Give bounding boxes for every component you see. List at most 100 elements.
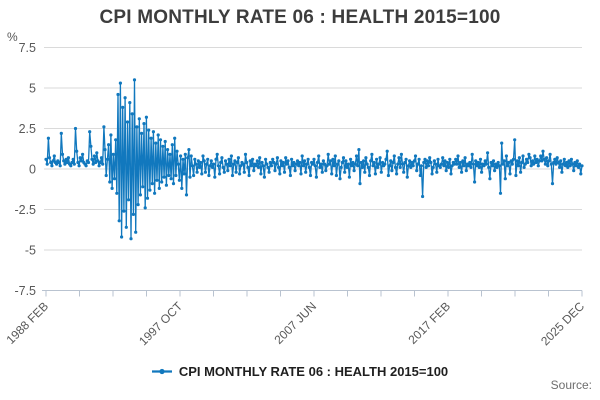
data-point-marker <box>192 173 196 178</box>
data-point-marker <box>256 165 261 169</box>
data-point-marker <box>566 165 570 169</box>
data-point-marker <box>341 156 346 160</box>
data-point-marker <box>496 160 500 165</box>
data-point-marker <box>514 173 518 178</box>
y-tick-label: 5 <box>29 82 36 96</box>
data-point-marker <box>332 164 336 168</box>
data-point-marker <box>186 156 190 160</box>
data-point-marker <box>378 156 382 160</box>
data-point-marker <box>545 156 549 160</box>
data-point-marker <box>84 164 88 168</box>
data-point-marker <box>333 154 337 158</box>
data-point-marker <box>44 157 48 161</box>
data-point-marker <box>223 159 228 163</box>
data-point-marker <box>533 154 537 158</box>
data-point-marker <box>94 160 98 165</box>
data-point-marker <box>89 144 93 148</box>
data-point-marker <box>287 165 291 169</box>
data-point-marker <box>530 159 535 163</box>
data-point-marker <box>339 165 343 169</box>
data-point-marker <box>389 159 393 163</box>
data-point-marker <box>534 160 538 165</box>
data-point-marker <box>478 157 483 161</box>
data-point-marker <box>234 170 238 174</box>
data-point-marker <box>160 180 164 184</box>
data-point-marker <box>509 159 513 163</box>
data-point-marker <box>354 154 359 158</box>
data-point-marker <box>468 160 472 165</box>
data-point-marker <box>284 156 288 160</box>
data-point-marker <box>502 159 506 163</box>
data-point-marker <box>402 170 406 174</box>
data-point-marker <box>467 164 471 168</box>
data-point-marker <box>416 162 420 166</box>
data-point-marker <box>556 160 561 165</box>
data-point-marker <box>286 159 290 163</box>
data-point-marker <box>383 162 387 166</box>
data-point-marker <box>245 160 249 165</box>
data-point-marker <box>529 164 533 168</box>
data-point-marker <box>197 165 202 169</box>
data-point-marker <box>242 170 246 174</box>
data-point-marker <box>216 164 220 168</box>
data-point-marker <box>424 165 428 169</box>
data-point-marker <box>490 164 494 168</box>
data-point-marker <box>460 170 464 174</box>
data-point-marker <box>290 157 294 161</box>
data-point-marker <box>226 169 230 173</box>
x-tick-label: 2025 DEC <box>538 299 587 348</box>
data-point-marker <box>483 159 487 163</box>
data-point-marker <box>506 164 510 168</box>
data-point-marker <box>55 162 59 166</box>
data-point-marker <box>392 154 396 158</box>
data-point-marker <box>356 164 360 168</box>
legend-item[interactable]: CPI MONTHLY RATE 06 : HEALTH 2015=100 <box>0 364 600 379</box>
data-point-marker <box>131 212 135 216</box>
data-point-marker <box>343 170 347 174</box>
data-point-marker <box>548 152 552 156</box>
data-point-marker <box>293 169 297 173</box>
data-point-marker <box>200 172 204 176</box>
data-point-marker <box>151 130 155 134</box>
data-point-marker <box>513 138 517 142</box>
data-point-marker <box>523 162 527 166</box>
data-point-marker <box>143 206 147 210</box>
data-point-marker <box>565 160 569 165</box>
data-point-marker <box>104 173 108 178</box>
data-point-marker <box>359 160 363 165</box>
data-point-marker <box>501 162 505 166</box>
data-point-marker <box>134 230 138 234</box>
data-point-marker <box>484 162 488 166</box>
data-point-marker <box>325 164 329 168</box>
data-point-marker <box>248 159 252 163</box>
data-point-marker <box>458 160 462 165</box>
data-point-marker <box>456 154 460 158</box>
data-point-marker <box>210 165 215 169</box>
data-point-marker <box>404 157 408 161</box>
data-point-marker <box>125 120 130 124</box>
data-point-marker <box>550 182 555 186</box>
y-tick-label: 7.5 <box>19 41 36 55</box>
data-point-marker <box>180 186 184 190</box>
data-point-marker <box>98 160 102 165</box>
data-point-marker <box>280 164 284 168</box>
data-point-marker <box>201 154 205 158</box>
data-point-marker <box>138 193 142 197</box>
data-point-marker <box>475 164 479 168</box>
data-point-marker <box>128 101 132 105</box>
data-point-marker <box>281 160 285 165</box>
data-point-marker <box>96 159 100 163</box>
data-point-marker <box>205 162 209 166</box>
data-point-marker <box>486 151 490 155</box>
data-point-marker <box>130 112 134 116</box>
data-point-marker <box>199 160 203 165</box>
data-point-marker <box>75 149 79 153</box>
data-point-marker <box>261 164 265 168</box>
data-point-marker <box>384 157 388 161</box>
data-point-marker <box>184 193 189 197</box>
data-point-marker <box>373 172 377 176</box>
data-point-marker <box>78 156 82 160</box>
data-point-marker <box>410 160 414 165</box>
data-point-marker <box>228 164 232 168</box>
